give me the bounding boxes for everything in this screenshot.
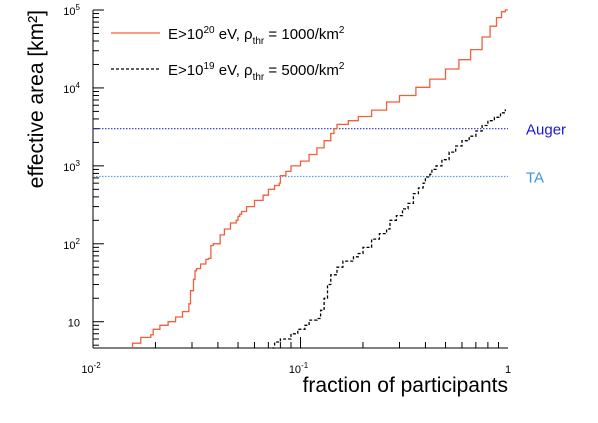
y-tick-label: 102 bbox=[63, 237, 80, 252]
legend-entry: E>1020 eV, ρthr = 1000/km2 bbox=[168, 25, 345, 47]
series-line bbox=[272, 109, 506, 349]
legend: E>1020 eV, ρthr = 1000/km2 E>1019 eV, ρth… bbox=[111, 25, 345, 83]
y-tick-label: 103 bbox=[63, 159, 80, 174]
reference-line-label: TA bbox=[526, 170, 544, 187]
y-tick-label: 105 bbox=[63, 3, 80, 18]
x-axis-label: fraction of participants bbox=[303, 374, 508, 397]
y-tick-label: 10 bbox=[68, 318, 80, 330]
axis-ticks: 10-2 10-1 1 10 102 103 104 105 bbox=[63, 3, 511, 376]
x-tick-label: 10-1 bbox=[289, 361, 309, 376]
series-line bbox=[131, 9, 508, 348]
y-axis-label: effective area [km²] bbox=[25, 10, 48, 188]
x-tick-label: 10-2 bbox=[81, 361, 101, 376]
legend-entry: E>1019 eV, ρthr = 5000/km2 bbox=[168, 61, 345, 83]
x-tick-label: 1 bbox=[505, 364, 511, 376]
reference-line-label: Auger bbox=[526, 122, 566, 139]
data-series bbox=[131, 9, 508, 349]
y-tick-label: 104 bbox=[63, 81, 80, 96]
axis-labels: fraction of participants effective area … bbox=[25, 10, 508, 397]
axes-frame bbox=[92, 10, 508, 349]
reference-lines: Auger TA bbox=[93, 122, 566, 187]
